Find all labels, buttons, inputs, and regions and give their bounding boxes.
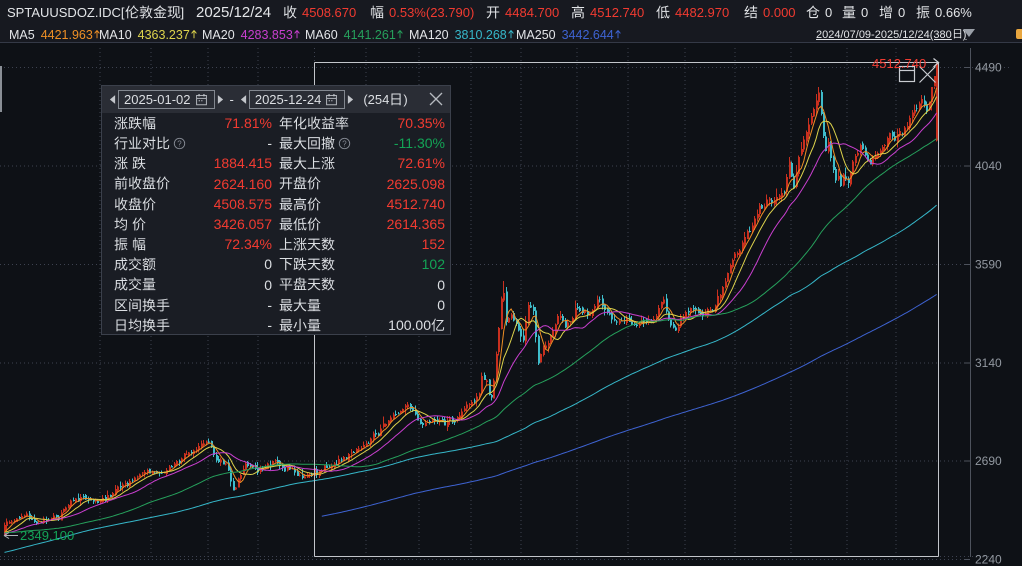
svg-text:3590: 3590: [975, 257, 1002, 271]
svg-text:2690: 2690: [975, 454, 1002, 468]
svg-text:3140: 3140: [975, 356, 1002, 370]
svg-text:4040: 4040: [975, 159, 1002, 173]
svg-text:2349.100: 2349.100: [20, 528, 74, 543]
svg-text:?: ?: [342, 140, 347, 149]
svg-text:4512.740: 4512.740: [872, 56, 926, 71]
svg-text:?: ?: [177, 140, 182, 149]
svg-text:4490: 4490: [975, 61, 1002, 75]
svg-text:2240: 2240: [975, 553, 1002, 566]
